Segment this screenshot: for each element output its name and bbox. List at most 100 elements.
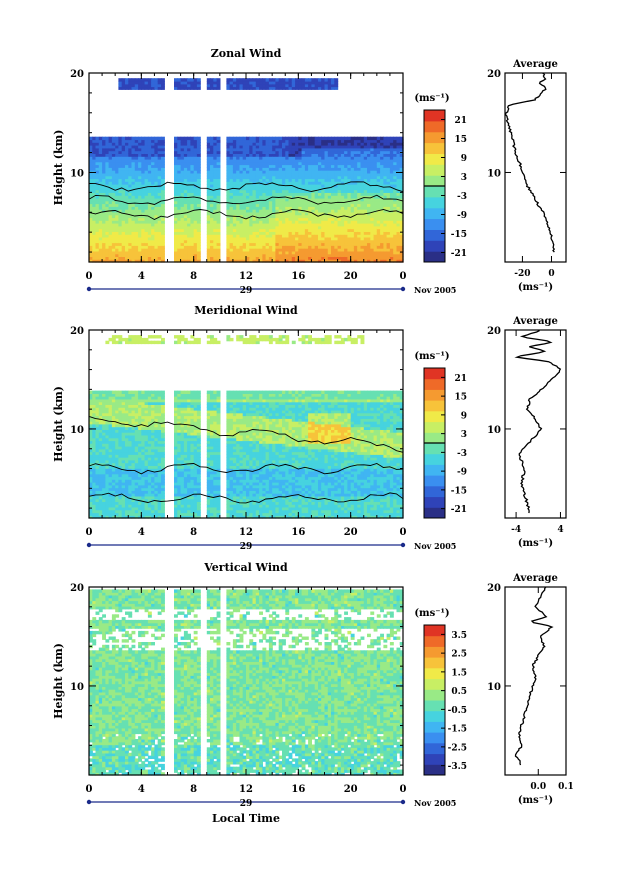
heatmap-cell <box>252 197 257 202</box>
heatmap-cell <box>187 242 191 246</box>
heatmap-cell <box>321 217 326 221</box>
heatmap-cell <box>128 186 133 191</box>
heatmap-cell <box>344 234 348 238</box>
heatmap-cell <box>360 259 365 263</box>
heatmap-cell <box>102 473 106 478</box>
heatmap-cell <box>125 209 129 213</box>
heatmap-cell <box>216 150 221 154</box>
heatmap-cell <box>386 231 391 235</box>
heatmap-cell <box>262 186 267 191</box>
heatmap-cell <box>151 139 155 143</box>
heatmap-cell <box>262 211 267 216</box>
heatmap-cell <box>121 147 126 152</box>
heatmap-cell <box>190 178 195 182</box>
heatmap-cell <box>177 220 182 224</box>
heatmap-cell <box>95 501 100 505</box>
heatmap-cell <box>210 172 214 177</box>
heatmap-cell <box>141 78 146 82</box>
heatmap-cell <box>89 476 93 480</box>
heatmap-cell <box>282 217 286 221</box>
heatmap-cell <box>285 200 290 205</box>
heatmap-cell <box>118 170 123 174</box>
heatmap-cell <box>314 186 319 191</box>
heatmap-cell <box>353 170 358 174</box>
heatmap-cell <box>399 231 404 235</box>
heatmap-cell <box>363 195 368 199</box>
heatmap-cell <box>141 83 146 88</box>
heatmap-cell <box>239 256 244 260</box>
heatmap-cell <box>265 172 270 177</box>
heatmap-cell <box>396 214 401 219</box>
heatmap-cell <box>255 234 260 238</box>
heatmap-cell <box>324 239 329 244</box>
heatmap-cell <box>128 470 133 475</box>
heatmap-cell <box>134 189 139 193</box>
heatmap-cell <box>295 209 299 213</box>
heatmap-cell <box>318 78 322 82</box>
heatmap-cell <box>115 412 120 417</box>
heatmap-cell <box>190 250 195 255</box>
heatmap-cell <box>318 195 322 199</box>
heatmap-cell <box>357 209 362 213</box>
heatmap-cell <box>268 253 273 257</box>
heatmap-cell <box>360 178 365 182</box>
heatmap-cell <box>111 515 116 519</box>
heatmap-cell <box>301 217 306 221</box>
heatmap-cell <box>115 498 120 502</box>
heatmap-cell <box>327 181 332 185</box>
heatmap-cell <box>151 195 155 199</box>
heatmap-cell <box>337 167 342 171</box>
heatmap-cell <box>252 86 257 90</box>
heatmap-cell <box>177 259 182 263</box>
heatmap-cell <box>363 153 368 157</box>
heatmap-cell <box>344 181 348 185</box>
heatmap-cell <box>141 250 146 255</box>
heatmap-cell <box>125 259 129 263</box>
heatmap-cell <box>370 231 375 235</box>
heatmap-cell <box>298 83 303 88</box>
heatmap-cell <box>226 184 231 188</box>
heatmap-cell <box>367 136 371 141</box>
heatmap-cell <box>226 225 231 230</box>
heatmap-cell <box>347 242 352 246</box>
heatmap-cell <box>115 509 120 514</box>
heatmap-cell <box>98 434 103 439</box>
heatmap-cell <box>314 209 319 213</box>
heatmap-cell <box>363 200 368 205</box>
heatmap-cell <box>210 170 214 174</box>
heatmap-cells <box>89 335 404 519</box>
heatmap-cell <box>206 259 211 263</box>
heatmap-cell <box>121 418 126 422</box>
heatmap-cell <box>334 161 339 166</box>
heatmap-cell <box>389 242 394 246</box>
heatmap-cell <box>144 181 149 185</box>
heatmap-cell <box>246 217 250 221</box>
heatmap-cell <box>121 164 126 168</box>
heatmap-cell <box>242 231 247 235</box>
heatmap-cell <box>111 175 116 180</box>
heatmap-cell <box>134 217 139 221</box>
heatmap-cell <box>380 214 384 219</box>
heatmap-cell <box>373 142 378 146</box>
heatmap-cell <box>304 150 309 154</box>
heatmap-cell <box>118 195 123 199</box>
heatmap-cell <box>89 239 93 244</box>
heatmap-cell <box>331 78 335 82</box>
heatmap-cell <box>102 203 106 207</box>
heatmap-cell <box>262 81 267 85</box>
heatmap-cell <box>239 220 244 224</box>
heatmap-cell <box>177 231 182 235</box>
heatmap-cell <box>353 181 358 185</box>
heatmap-cell <box>272 167 277 171</box>
heatmap-cell <box>180 259 185 263</box>
heatmap-cell <box>108 189 113 193</box>
heatmap-cell <box>350 192 355 196</box>
heatmap-cell <box>360 225 365 230</box>
heatmap-cell <box>105 470 110 475</box>
heatmap-cell <box>383 259 388 263</box>
heatmap-cell <box>304 156 309 160</box>
heatmap-cell <box>193 86 198 90</box>
heatmap-cell <box>288 175 293 180</box>
heatmap-cell <box>236 136 241 141</box>
